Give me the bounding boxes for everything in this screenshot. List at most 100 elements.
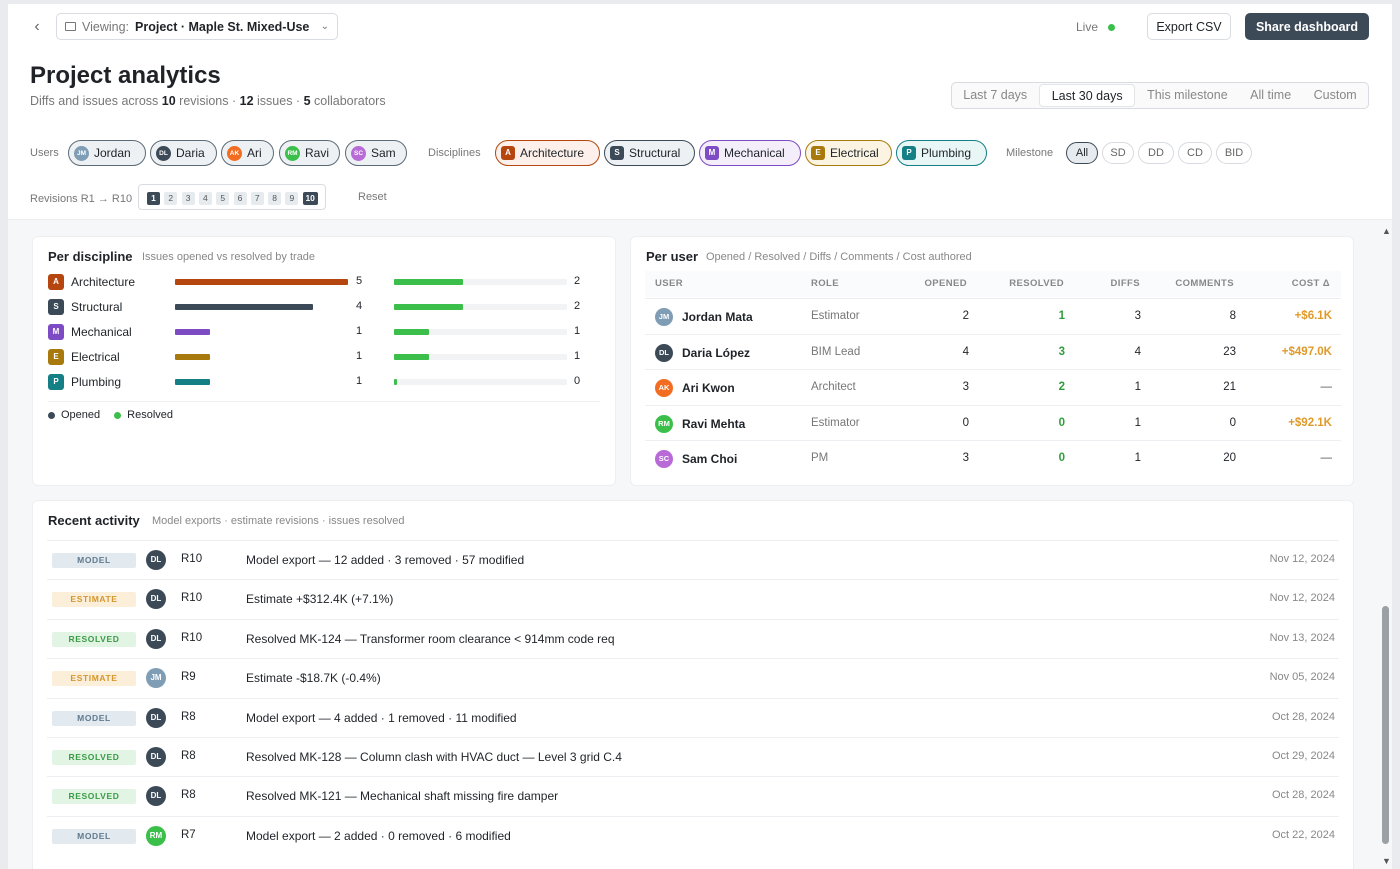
- discipline-letter-icon: E: [48, 349, 64, 365]
- range-tab-last-30-days[interactable]: Last 30 days: [1039, 84, 1135, 107]
- milestone-chip-all[interactable]: All: [1066, 142, 1098, 164]
- activity-revision: R9: [181, 671, 196, 684]
- avatar: DL: [146, 707, 166, 728]
- resolved-track: [394, 379, 567, 385]
- activity-row[interactable]: MODEL DL R10 Model export — 12 added · 3 re…: [47, 540, 1339, 579]
- revision-step-6[interactable]: 6: [233, 192, 247, 205]
- column-header-1[interactable]: ROLE: [811, 278, 839, 289]
- milestone-chip-cd[interactable]: CD: [1178, 142, 1212, 164]
- scrollbar-thumb[interactable]: [1382, 606, 1389, 844]
- revision-step-4[interactable]: 4: [198, 192, 212, 205]
- table-header-bg: [645, 271, 1341, 297]
- activity-date: Oct 28, 2024: [1272, 789, 1335, 802]
- live-indicator: Live: [1076, 20, 1116, 34]
- column-header-5[interactable]: COMMENTS: [1175, 278, 1234, 289]
- discipline-chip-electrical[interactable]: E Electrical: [805, 140, 892, 166]
- range-tab-last-7-days[interactable]: Last 7 days: [963, 88, 1028, 102]
- range-tab-custom[interactable]: Custom: [1313, 88, 1357, 102]
- activity-revision: R7: [181, 828, 196, 841]
- user-chip-sam[interactable]: SC Sam: [345, 140, 407, 166]
- user-row[interactable]: AK Ari Kwon Architect 3 2 1 21—: [645, 369, 1341, 405]
- user-chip-jordan[interactable]: JM Jordan: [68, 140, 146, 166]
- user-chip-daria[interactable]: DL Daria: [150, 140, 217, 166]
- milestone-chip-sd[interactable]: SD: [1102, 142, 1134, 164]
- user-diffs: 1: [1134, 416, 1141, 429]
- discipline-chip-plumbing[interactable]: P Plumbing: [896, 140, 987, 166]
- column-header-4[interactable]: DIFFS: [1110, 278, 1140, 289]
- user-row[interactable]: DL Daria López BIM Lead 4 3 4 23 +$497.0K: [645, 333, 1341, 370]
- activity-row[interactable]: RESOLVED DL R8 Resolved MK-121 — Mechanical…: [47, 776, 1339, 815]
- project-selector[interactable]: Viewing: Project · Maple St. Mixed-Use ⌄: [56, 13, 338, 40]
- back-chevron-icon[interactable]: ‹: [34, 18, 40, 35]
- revision-step-9[interactable]: 9: [285, 192, 299, 205]
- activity-row[interactable]: RESOLVED DL R10 Resolved MK-124 — Transform…: [47, 618, 1339, 658]
- activity-revision: R10: [181, 592, 203, 605]
- avatar: DL: [146, 747, 166, 767]
- user-chip-label: Ari: [247, 146, 262, 160]
- discipline-chip-architecture[interactable]: A Architecture: [495, 140, 600, 166]
- resolved-track: [394, 279, 567, 285]
- revision-step-10[interactable]: 10: [302, 192, 318, 205]
- discipline-row-plumbing: P Plumbing 1 0: [48, 373, 588, 391]
- user-row[interactable]: JM Jordan Mata Estimator 2 1 3 8 +$6.1K: [645, 298, 1341, 334]
- discipline-letter-icon: P: [902, 146, 916, 160]
- share-dashboard-button[interactable]: Share dashboard: [1245, 13, 1369, 40]
- column-header-2[interactable]: OPENED: [924, 278, 967, 289]
- export-csv-button[interactable]: Export CSV: [1147, 13, 1231, 40]
- avatar: JM: [146, 668, 166, 689]
- app-frame: ‹ Viewing: Project · Maple St. Mixed-Use…: [8, 4, 1392, 869]
- column-header-3[interactable]: RESOLVED: [1009, 278, 1064, 289]
- discipline-chip-structural[interactable]: S Structural: [604, 140, 695, 166]
- user-chip-ravi[interactable]: RM Ravi: [279, 140, 340, 166]
- resolved-value: 0: [574, 375, 581, 387]
- user-opened: 3: [962, 452, 969, 464]
- user-resolved: 2: [1058, 381, 1065, 393]
- discipline-letter-icon: A: [48, 274, 64, 290]
- scroll-up-icon[interactable]: ▲: [1382, 226, 1391, 236]
- activity-date: Oct 22, 2024: [1272, 828, 1335, 841]
- user-role: Architect: [811, 381, 856, 393]
- revision-step-2[interactable]: 2: [164, 192, 178, 205]
- range-tab-this-milestone[interactable]: This milestone: [1147, 88, 1228, 102]
- page-subtitle: Diffs and issues across 10 revisions · 1…: [30, 94, 386, 108]
- user-chip-label: Ravi: [305, 146, 330, 160]
- opened-bar: [175, 304, 314, 310]
- per-user-card: Per user Opened / Resolved / Diffs / Com…: [630, 236, 1354, 486]
- reset-button[interactable]: Reset: [358, 191, 387, 203]
- opened-value: 1: [356, 350, 363, 362]
- milestone-chip-dd[interactable]: DD: [1138, 142, 1174, 164]
- avatar: JM: [655, 308, 673, 326]
- revision-range-slider[interactable]: 1 2 3 4 5 6 7 8 9 10: [138, 184, 326, 210]
- user-row[interactable]: RM Ravi Mehta Estimator 0 0 1 0 +$92.1K: [645, 404, 1341, 441]
- user-row[interactable]: SC Sam Choi PM 3 0 1 20 —: [645, 440, 1341, 476]
- user-cost: —: [1320, 381, 1333, 393]
- user-diffs: 4: [1134, 345, 1141, 358]
- user-resolved: 1: [1058, 310, 1065, 322]
- activity-row[interactable]: MODEL RM R7 Model export — 2 added · 0 remo…: [47, 815, 1339, 855]
- discipline-row-architecture: A Architecture 5 2: [48, 273, 588, 291]
- user-chip-ari[interactable]: AK Ari: [221, 140, 274, 166]
- discipline-chip-mechanical[interactable]: M Mechanical: [699, 140, 801, 166]
- activity-type-badge: MODEL: [52, 828, 136, 844]
- column-header-6[interactable]: COST Δ: [1291, 278, 1330, 289]
- revision-step-5[interactable]: 5: [216, 192, 230, 205]
- discipline-letter-icon: P: [48, 374, 64, 390]
- revision-step-7[interactable]: 7: [250, 192, 264, 205]
- revision-step-3[interactable]: 3: [181, 192, 195, 205]
- milestone-chip-bid[interactable]: BID: [1216, 142, 1252, 164]
- divider: [48, 401, 600, 402]
- activity-row[interactable]: ESTIMATE DL R10 Estimate +$312.4K (+7.1%) No…: [47, 579, 1339, 618]
- scroll-down-icon[interactable]: ▼: [1382, 856, 1391, 866]
- revision-step-8[interactable]: 8: [268, 192, 282, 205]
- revision-step-1[interactable]: 1: [147, 192, 160, 205]
- page-scrollbar[interactable]: ▲ ▼: [1380, 226, 1392, 869]
- discipline-letter-icon: A: [501, 146, 515, 160]
- activity-row[interactable]: ESTIMATE JM R9 Estimate -$18.7K (-0.4%) Nov …: [47, 658, 1339, 697]
- activity-row[interactable]: MODEL DL R8 Model export — 4 added · 1 remo…: [47, 697, 1339, 737]
- user-diffs: 1: [1134, 452, 1141, 464]
- top-bar: ‹ Viewing: Project · Maple St. Mixed-Use…: [8, 4, 1392, 52]
- activity-row[interactable]: RESOLVED DL R8 Resolved MK-128 — Column cla…: [47, 737, 1339, 776]
- opened-bar: [175, 379, 210, 385]
- column-header-0[interactable]: USER: [655, 278, 683, 289]
- range-tab-all-time[interactable]: All time: [1250, 88, 1292, 102]
